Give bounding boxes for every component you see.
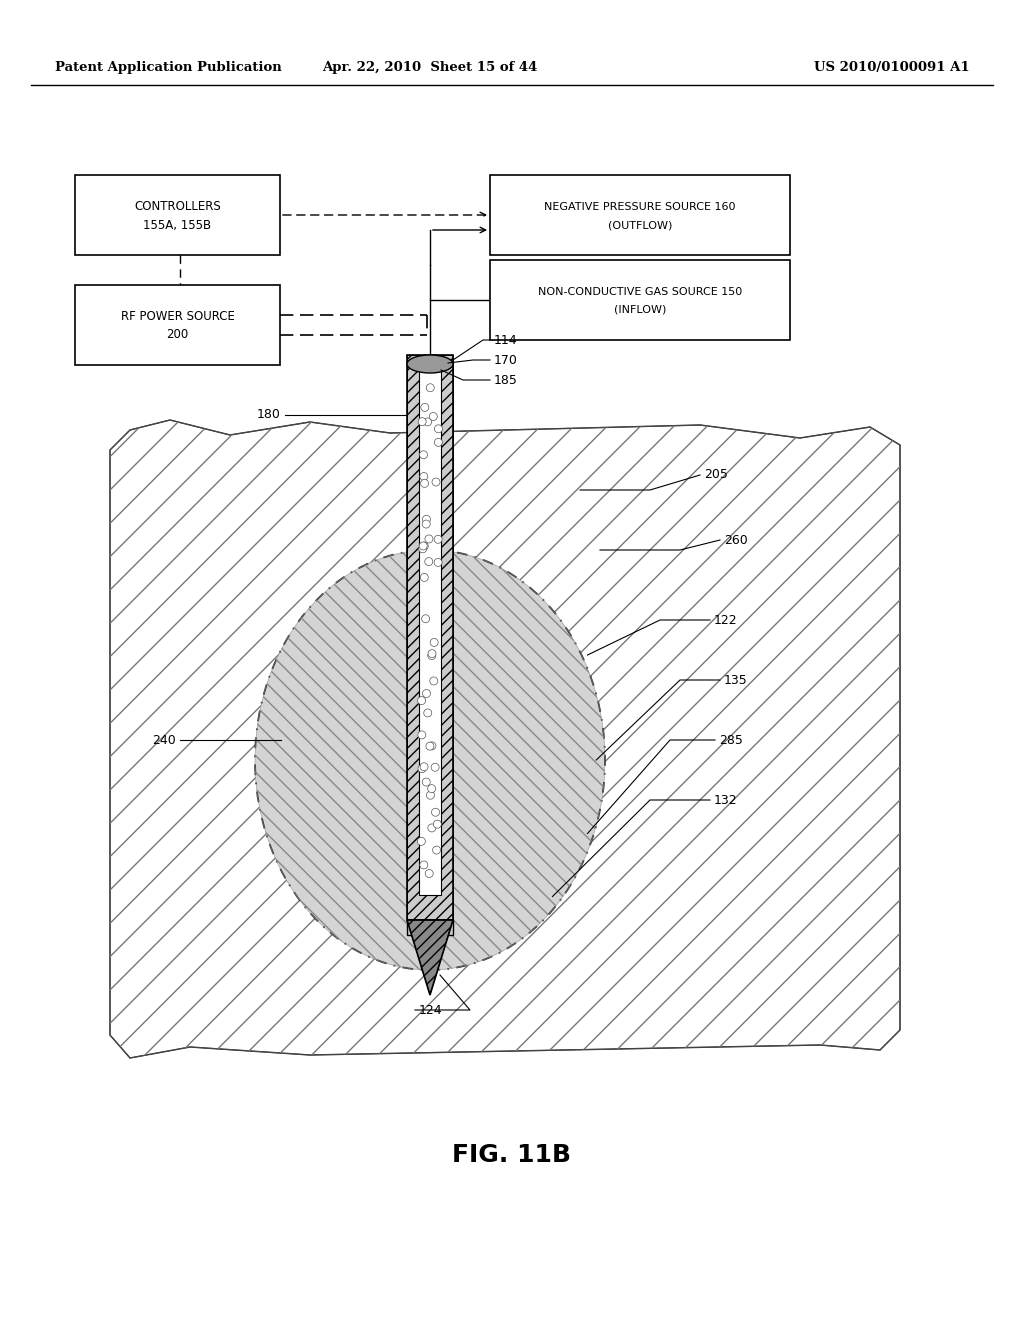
- Circle shape: [434, 438, 442, 446]
- Circle shape: [424, 709, 432, 717]
- Circle shape: [420, 543, 428, 550]
- Circle shape: [426, 791, 434, 799]
- Circle shape: [430, 639, 438, 647]
- Polygon shape: [110, 420, 900, 1059]
- Circle shape: [428, 742, 436, 750]
- Circle shape: [418, 764, 426, 772]
- Circle shape: [418, 417, 426, 425]
- Text: NEGATIVE PRESSURE SOURCE 160: NEGATIVE PRESSURE SOURCE 160: [544, 202, 736, 213]
- Circle shape: [420, 861, 428, 869]
- Circle shape: [430, 677, 437, 685]
- Text: 205: 205: [705, 469, 728, 482]
- Text: NON-CONDUCTIVE GAS SOURCE 150: NON-CONDUCTIVE GAS SOURCE 150: [538, 286, 742, 297]
- Circle shape: [422, 615, 430, 623]
- Circle shape: [431, 763, 439, 771]
- Circle shape: [418, 697, 426, 705]
- Circle shape: [429, 412, 437, 421]
- Circle shape: [425, 535, 433, 543]
- Circle shape: [431, 808, 439, 816]
- Circle shape: [420, 573, 428, 581]
- Circle shape: [428, 824, 436, 832]
- Circle shape: [425, 870, 433, 878]
- Circle shape: [428, 784, 435, 792]
- Text: CONTROLLERS: CONTROLLERS: [134, 201, 221, 214]
- Text: 124: 124: [419, 1003, 442, 1016]
- Text: US 2010/0100091 A1: US 2010/0100091 A1: [814, 62, 970, 74]
- Circle shape: [424, 418, 431, 426]
- Text: 114: 114: [494, 334, 517, 346]
- Ellipse shape: [255, 550, 605, 970]
- Circle shape: [428, 649, 436, 657]
- Text: 180: 180: [257, 408, 281, 421]
- Circle shape: [420, 763, 428, 771]
- Circle shape: [428, 652, 436, 660]
- Bar: [407, 920, 453, 935]
- Bar: [75, 176, 280, 255]
- Text: 155A, 155B: 155A, 155B: [143, 219, 212, 231]
- Text: FIG. 11B: FIG. 11B: [453, 1143, 571, 1167]
- Circle shape: [418, 731, 426, 739]
- Text: (INFLOW): (INFLOW): [613, 305, 667, 315]
- Text: 285: 285: [719, 734, 742, 747]
- Text: 200: 200: [166, 329, 188, 342]
- Text: (OUTFLOW): (OUTFLOW): [608, 220, 672, 230]
- Text: 170: 170: [494, 354, 518, 367]
- Bar: [490, 176, 790, 255]
- Circle shape: [432, 478, 440, 486]
- Circle shape: [433, 820, 441, 828]
- Text: 185: 185: [494, 374, 518, 387]
- Text: Apr. 22, 2010  Sheet 15 of 44: Apr. 22, 2010 Sheet 15 of 44: [323, 62, 538, 74]
- Polygon shape: [407, 920, 453, 995]
- Circle shape: [434, 425, 442, 433]
- Circle shape: [434, 558, 442, 566]
- Circle shape: [426, 384, 434, 392]
- Circle shape: [432, 846, 440, 854]
- Text: RF POWER SOURCE: RF POWER SOURCE: [121, 310, 234, 323]
- Circle shape: [420, 473, 428, 480]
- Circle shape: [422, 520, 430, 528]
- Bar: [75, 285, 280, 366]
- Bar: [407, 355, 453, 920]
- Circle shape: [419, 545, 427, 553]
- Bar: [419, 360, 441, 895]
- Text: 135: 135: [724, 673, 748, 686]
- Circle shape: [420, 450, 427, 459]
- Circle shape: [418, 837, 425, 845]
- Circle shape: [421, 404, 429, 412]
- Circle shape: [434, 536, 442, 544]
- Text: 132: 132: [714, 793, 737, 807]
- Text: 122: 122: [714, 614, 737, 627]
- Circle shape: [426, 742, 434, 750]
- Ellipse shape: [407, 355, 453, 374]
- Bar: [407, 355, 453, 920]
- Text: Patent Application Publication: Patent Application Publication: [55, 62, 282, 74]
- Circle shape: [422, 777, 430, 787]
- Circle shape: [419, 543, 427, 550]
- Circle shape: [425, 557, 433, 565]
- Bar: [490, 260, 790, 341]
- Circle shape: [421, 479, 429, 487]
- Circle shape: [423, 515, 430, 523]
- Text: 260: 260: [724, 533, 748, 546]
- Circle shape: [423, 689, 430, 697]
- Text: 240: 240: [153, 734, 176, 747]
